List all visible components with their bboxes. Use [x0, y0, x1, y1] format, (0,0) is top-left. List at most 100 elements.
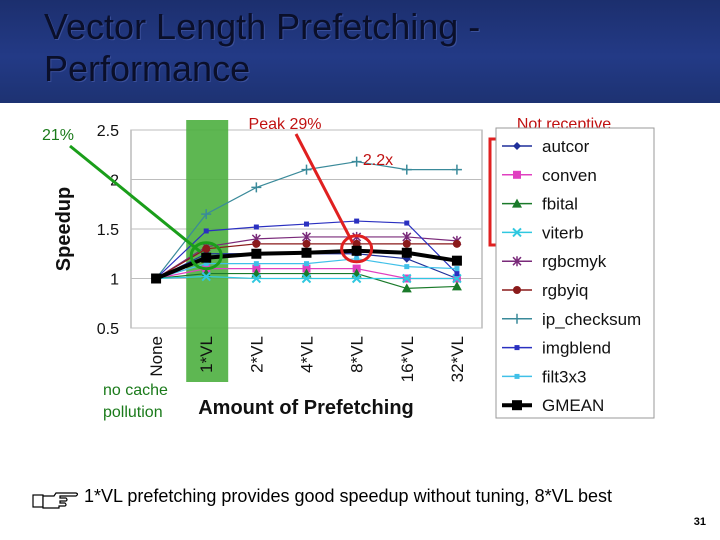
- data-point-ip_checksum: [351, 156, 362, 167]
- legend-marker-autcor: [513, 142, 521, 150]
- data-point-gmean: [201, 252, 212, 263]
- data-point-gmean: [251, 248, 262, 259]
- marker-shape: [251, 182, 262, 193]
- marker-shape: [401, 164, 412, 175]
- data-point-imgblend: [304, 221, 309, 227]
- data-point-filt3x3: [203, 261, 209, 267]
- pointing-hand-icon: [32, 492, 79, 509]
- data-point-imgblend: [404, 220, 410, 226]
- y-tick-label: 2.5: [97, 123, 119, 140]
- marker-shape: [401, 247, 412, 258]
- x-tick-label: 2*VL: [247, 336, 266, 373]
- marker-shape: [151, 273, 162, 284]
- y-tick-label: 1: [110, 272, 119, 289]
- data-point-viterb: [351, 273, 362, 284]
- marker-shape: [253, 224, 259, 230]
- marker-shape: [201, 252, 212, 263]
- legend-label-rgbyiq: rgbyiq: [542, 281, 588, 300]
- marker-shape: [451, 255, 462, 266]
- marker-shape: [512, 198, 522, 208]
- x-tick-label: None: [147, 336, 166, 377]
- peak-label: Peak 29%: [249, 116, 322, 133]
- marker-shape: [454, 266, 460, 272]
- data-point-ip_checksum: [301, 164, 312, 175]
- percent-21-label: 21%: [42, 127, 74, 144]
- x-tick-label: 1*VL: [197, 336, 216, 373]
- marker-shape: [251, 273, 262, 284]
- legend-marker-filt3x3: [514, 373, 520, 379]
- x-tick-label: 4*VL: [298, 336, 317, 373]
- y-axis-title: Speedup: [53, 187, 75, 271]
- data-point-ip_checksum: [201, 209, 212, 220]
- speedup-chart: 2.521.510.5None1*VL2*VL4*VL8*VL16*VL32*V…: [30, 106, 700, 446]
- legend-marker-ip_checksum: [512, 313, 522, 324]
- marker-shape: [201, 271, 211, 282]
- marker-shape: [512, 227, 522, 238]
- marker-shape: [512, 313, 522, 324]
- data-point-ip_checksum: [401, 164, 412, 175]
- data-point-fbital: [451, 281, 462, 291]
- data-point-viterb: [402, 273, 412, 284]
- footer-statement: 1*VL prefetching provides good speedup w…: [84, 486, 613, 506]
- legend-label-gmean: GMEAN: [542, 396, 604, 415]
- data-point-filt3x3: [404, 264, 410, 270]
- marker-shape: [251, 248, 262, 259]
- marker-shape: [304, 221, 309, 227]
- marker-shape: [301, 247, 312, 258]
- data-point-viterb: [251, 273, 262, 284]
- marker-shape: [401, 283, 412, 293]
- no-cache-label-line1: no cache: [103, 382, 168, 399]
- marker-shape: [351, 273, 362, 284]
- marker-shape: [351, 245, 362, 256]
- marker-shape: [354, 256, 360, 262]
- data-point-filt3x3: [304, 261, 309, 267]
- legend-marker-gmean: [512, 400, 522, 411]
- data-point-rgbyiq: [202, 244, 211, 253]
- slide-title: Vector Length Prefetching - Performance: [44, 6, 481, 89]
- data-point-ip_checksum: [451, 164, 462, 175]
- peak-arrow: [294, 133, 354, 244]
- data-point-rgbyiq: [252, 239, 261, 248]
- marker-shape: [203, 261, 209, 267]
- data-point-gmean: [401, 247, 412, 258]
- marker-shape: [252, 239, 261, 248]
- marker-shape: [351, 156, 362, 167]
- marker-shape: [451, 164, 462, 175]
- data-point-imgblend: [354, 218, 360, 224]
- marker-shape: [514, 345, 520, 351]
- title-bar: [0, 0, 720, 103]
- legend-marker-rgbyiq: [513, 286, 521, 294]
- legend-marker-conven: [513, 170, 521, 179]
- marker-shape: [402, 239, 411, 248]
- marker-shape: [513, 286, 521, 294]
- legend-label-viterb: viterb: [542, 223, 584, 242]
- legend-label-rgbcmyk: rgbcmyk: [542, 252, 607, 271]
- marker-shape: [304, 261, 309, 267]
- legend-marker-fbital: [512, 198, 522, 208]
- data-point-viterb: [301, 273, 312, 284]
- legend-marker-imgblend: [514, 345, 520, 351]
- marker-shape: [402, 273, 412, 284]
- no-cache-label-line2: pollution: [103, 404, 163, 421]
- marker-shape: [454, 271, 460, 277]
- data-point-gmean: [451, 255, 462, 266]
- x-tick-label: 16*VL: [398, 336, 417, 382]
- peak-circle: [340, 234, 374, 264]
- data-point-filt3x3: [354, 256, 360, 262]
- data-point-gmean: [301, 247, 312, 258]
- data-point-filt3x3: [454, 266, 460, 272]
- x-axis-title: Amount of Prefetching: [198, 397, 414, 419]
- legend-label-imgblend: imgblend: [542, 339, 611, 358]
- legend-marker-viterb: [512, 227, 522, 238]
- marker-shape: [514, 373, 520, 379]
- legend-label-conven: conven: [542, 166, 597, 185]
- x-tick-label: 32*VL: [448, 336, 467, 382]
- data-point-rgbyiq: [302, 239, 311, 248]
- data-point-imgblend: [203, 228, 209, 234]
- marker-shape: [201, 209, 212, 220]
- marker-shape: [404, 220, 410, 226]
- page-number: 31: [693, 516, 706, 528]
- marker-shape: [512, 256, 522, 267]
- legend-label-fbital: fbital: [542, 195, 578, 214]
- legend-label-autcor: autcor: [542, 137, 590, 156]
